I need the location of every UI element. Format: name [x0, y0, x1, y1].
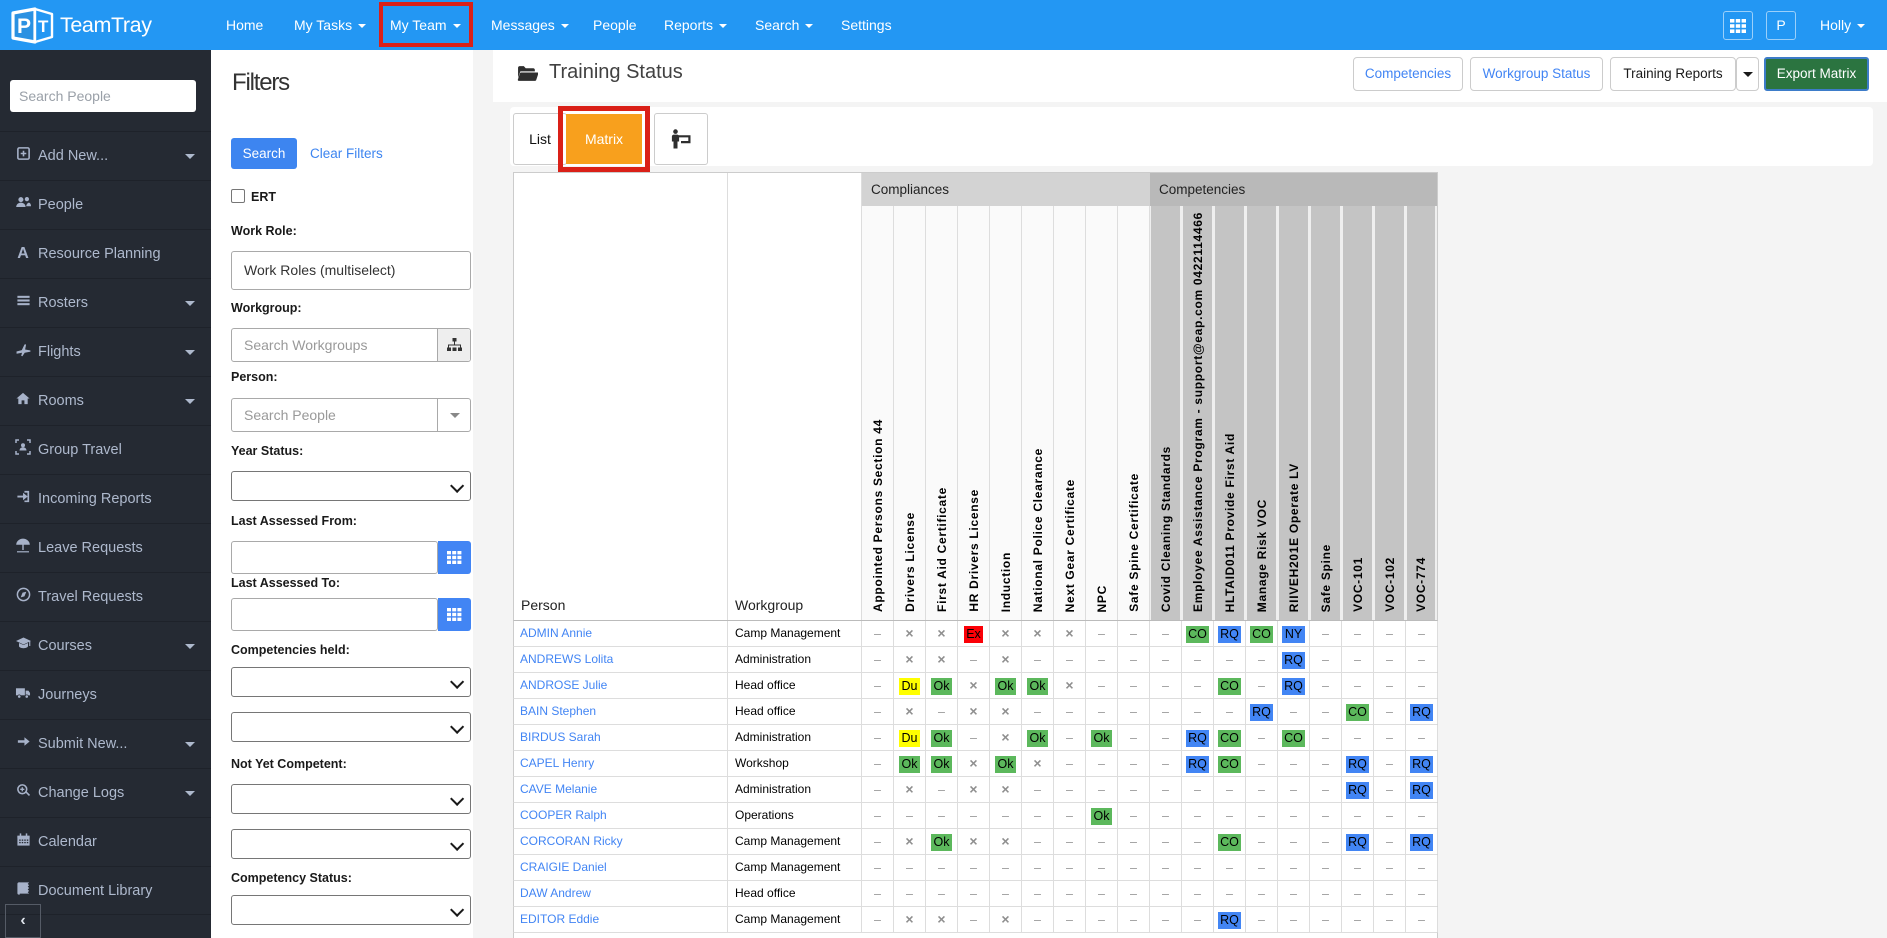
svg-text:T: T: [38, 17, 49, 36]
svg-text:P: P: [17, 15, 31, 38]
